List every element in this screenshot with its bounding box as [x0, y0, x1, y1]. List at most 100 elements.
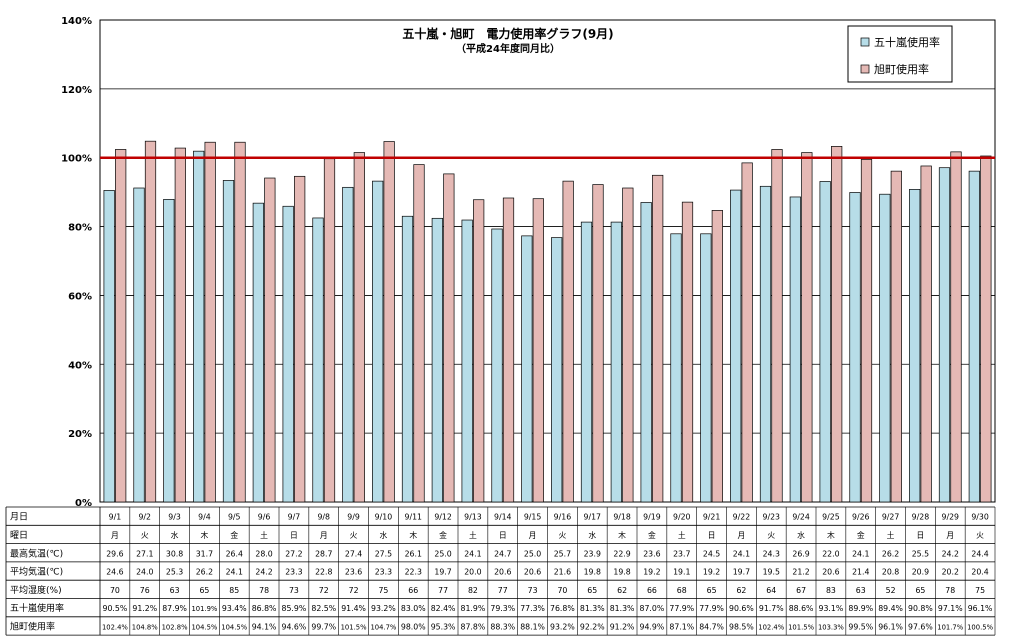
table-cell: 土	[887, 530, 895, 540]
table-cell: 19.8	[613, 568, 630, 577]
chart-title: 五十嵐・旭町 電力使用率グラフ(9月)	[402, 26, 613, 41]
bar-igarashi	[640, 202, 652, 503]
table-cell: 52	[886, 586, 896, 595]
bar-asahimachi	[801, 152, 813, 503]
table-cell: 66	[647, 586, 657, 595]
table-cell: 土	[678, 530, 686, 540]
y-tick-label: 80%	[68, 223, 92, 234]
bar-asahimachi	[115, 149, 127, 503]
table-cell: 97.6%	[908, 622, 933, 631]
table-cell: 月	[111, 531, 119, 540]
table-cell: 98.0%	[401, 622, 426, 631]
table-cell: 月	[529, 531, 537, 540]
table-cell: 9/15	[524, 513, 542, 522]
table-cell: 88.3%	[490, 622, 515, 631]
table-cell: 9/17	[583, 513, 601, 522]
bar-igarashi	[879, 193, 891, 503]
table-cell: 19.5	[763, 568, 780, 577]
table-cell: 20.6	[822, 568, 839, 577]
table-cell: 金	[648, 530, 656, 540]
table-cell: 9/7	[288, 513, 301, 522]
y-tick-label: 140%	[61, 16, 92, 27]
table-cell: 93.2%	[550, 622, 575, 631]
table-cell: 日	[290, 531, 298, 540]
table-cell: 23.3	[285, 568, 302, 577]
table-cell: 63	[856, 586, 866, 595]
table-grid	[5, 506, 996, 636]
table-cell: 土	[469, 530, 477, 540]
chart-subtitle: （平成24年度同月比）	[456, 42, 560, 55]
bar-igarashi	[730, 189, 742, 503]
table-cell: 87.9%	[162, 604, 187, 613]
table-cell: 25.3	[166, 568, 183, 577]
table-cell: 水	[797, 530, 805, 540]
table-cell: 19.8	[584, 568, 601, 577]
table-cell: 9/18	[613, 513, 631, 522]
table-cell: 22.0	[822, 549, 839, 558]
table-cell: 93.2%	[371, 604, 396, 613]
table-cell: 72	[349, 586, 359, 595]
bar-igarashi	[193, 150, 205, 503]
bar-igarashi	[819, 181, 831, 503]
table-cell: 62	[617, 586, 627, 595]
table-cell: 日	[499, 531, 507, 540]
table-cell: 火	[767, 531, 775, 540]
bar-igarashi	[700, 233, 712, 503]
bar-asahimachi	[562, 180, 574, 503]
table-cell: 94.1%	[252, 622, 277, 631]
table-cell: 65	[587, 586, 597, 595]
table-cell: 104.5%	[221, 623, 247, 631]
table-cell: 9/12	[434, 513, 452, 522]
bar-asahimachi	[532, 198, 544, 503]
table-cell: 21.6	[554, 568, 571, 577]
table-cell: 101.5%	[788, 623, 814, 631]
table-cell: 19.2	[643, 568, 660, 577]
bar-igarashi	[938, 167, 951, 503]
bar-asahimachi	[174, 147, 186, 503]
bar-asahimachi	[771, 149, 783, 503]
table-cell: 101.5%	[341, 623, 367, 631]
table-cell: 82.4%	[431, 604, 456, 613]
table-cell: 85	[229, 586, 239, 595]
y-tick-label: 120%	[61, 85, 92, 96]
table-cell: 23.6	[643, 549, 660, 558]
table-cell: 19.7	[434, 568, 451, 577]
table-cell: 28.0	[255, 549, 272, 558]
plot-area	[99, 19, 996, 503]
bar-igarashi	[521, 235, 533, 503]
table-cell: 20.4	[971, 568, 988, 577]
table-cell: 98.5%	[729, 622, 754, 631]
table-cell: 9/11	[404, 513, 422, 522]
table-cell: 93.1%	[819, 604, 844, 613]
table-cell: 26.2	[196, 568, 213, 577]
bar-asahimachi	[383, 141, 395, 503]
table-cell: 82.5%	[311, 604, 336, 613]
table-cell: 24.1	[226, 568, 243, 577]
table-cell: 月	[946, 531, 954, 540]
bar-asahimachi	[920, 165, 932, 503]
table-cell: 84.7%	[699, 622, 724, 631]
bar-asahimachi	[652, 174, 664, 503]
table-cell: 水	[380, 530, 388, 540]
table-cell: 9/24	[792, 513, 810, 522]
table-cell: 日	[708, 531, 716, 540]
table-cell: 102.4%	[758, 623, 784, 631]
table-cell: 9/9	[347, 513, 360, 522]
table-cell: 77.3%	[520, 604, 545, 613]
table-cell: 77.9%	[699, 604, 724, 613]
table-cell: 94.9%	[640, 622, 665, 631]
table-cell: 月	[738, 531, 746, 540]
table-cell: 101.7%	[937, 623, 963, 631]
table-cell: 102.4%	[102, 623, 128, 631]
table-cell: 27.5	[375, 549, 392, 558]
bar-asahimachi	[592, 184, 604, 503]
bar-asahimachi	[353, 152, 365, 503]
table-cell: 104.8%	[132, 623, 158, 631]
table-cell: 月	[320, 531, 328, 540]
table-cell: 9/3	[168, 513, 181, 522]
bar-igarashi	[103, 190, 115, 503]
table-cell: 9/30	[971, 513, 989, 522]
table-cell: 21.4	[852, 568, 869, 577]
table-cell: 26.4	[226, 549, 243, 558]
table-cell: 27.1	[136, 549, 153, 558]
